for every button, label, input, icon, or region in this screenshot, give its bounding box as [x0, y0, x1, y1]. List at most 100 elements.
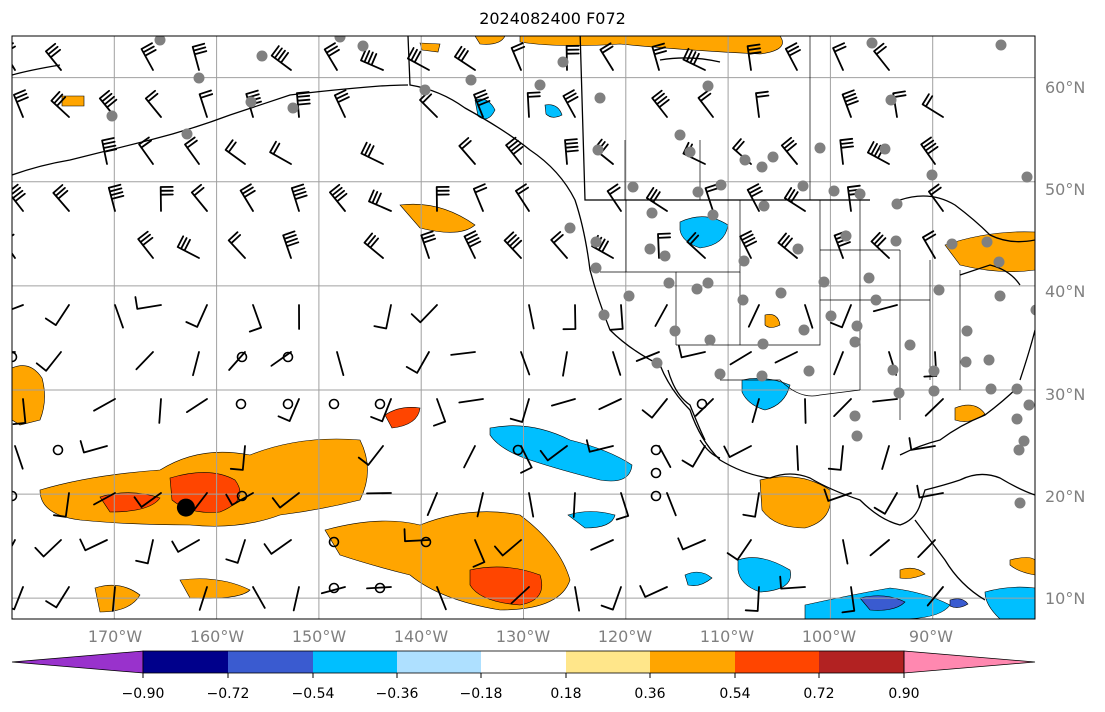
- station-dot: [1023, 399, 1035, 411]
- wind-barb: [79, 440, 108, 454]
- wind-barb: [744, 586, 760, 612]
- station-markers: [106, 36, 1035, 509]
- wind-barb: [12, 304, 24, 311]
- station-dot: [357, 40, 369, 52]
- wind-barb: [729, 351, 752, 366]
- calm-circle: [650, 467, 662, 479]
- wind-barb: [599, 42, 614, 71]
- wind-barb: [823, 488, 852, 502]
- wind-barb: [562, 304, 577, 331]
- wind-barb: [510, 586, 530, 605]
- station-dot: [1014, 497, 1026, 509]
- wind-barb: [292, 586, 300, 612]
- wind-barb: [198, 586, 208, 611]
- wind-barb: [682, 47, 706, 71]
- wind-barb: [410, 304, 438, 324]
- wind-barb: [140, 42, 157, 71]
- colorbar: [11, 650, 1036, 678]
- wind-barb: [873, 42, 890, 71]
- wind-barb: [832, 42, 847, 71]
- station-dot: [154, 36, 166, 46]
- calm-circle: [420, 536, 432, 548]
- storm-center-marker: [176, 498, 195, 517]
- wind-barb: [473, 89, 491, 118]
- wind-barb: [133, 492, 162, 508]
- station-dot: [691, 283, 703, 295]
- wind-barb: [651, 42, 667, 71]
- station-dot: [904, 339, 916, 351]
- wind-barb: [892, 90, 907, 118]
- wind-barb: [329, 183, 348, 212]
- wind-barb: [755, 90, 770, 118]
- station-dot: [594, 92, 606, 104]
- wind-barb: [360, 141, 384, 165]
- wind-barb: [476, 492, 484, 518]
- wind-barb: [357, 445, 384, 466]
- wind-barb: [93, 398, 116, 412]
- wind-barb: [839, 137, 854, 165]
- station-dot: [870, 294, 882, 306]
- wind-barb: [746, 43, 762, 71]
- wind-barb: [779, 575, 806, 590]
- wind-barb: [45, 42, 62, 71]
- cb-tick-label: −0.72: [207, 686, 250, 702]
- station-dot: [828, 185, 840, 197]
- wind-barb: [804, 304, 814, 329]
- wind-barb: [928, 183, 944, 212]
- wind-barb: [751, 398, 760, 423]
- wind-barb: [641, 398, 668, 419]
- wind-barb: [920, 136, 939, 165]
- cb-tick-label: −0.18: [460, 686, 503, 702]
- lon-label-90w: 90°W: [909, 627, 953, 646]
- wind-barb: [225, 539, 246, 564]
- wind-barb: [827, 445, 844, 471]
- wind-barb: [13, 89, 29, 118]
- cb-tick-label: 0.90: [888, 686, 919, 702]
- wind-barb: [239, 183, 256, 212]
- lon-label-130w: 130°W: [496, 627, 551, 646]
- station-dot: [692, 186, 704, 198]
- wind-barb: [191, 42, 208, 71]
- calm-circle: [236, 490, 248, 502]
- wind-barb: [271, 492, 300, 509]
- wind-barb: [426, 492, 438, 516]
- wind-barb: [336, 351, 345, 376]
- wind-barb: [368, 189, 392, 212]
- calm-circle: [696, 398, 708, 410]
- wind-barb: [114, 304, 124, 329]
- station-dot: [797, 180, 809, 192]
- wind-barb: [144, 89, 162, 118]
- station-dot: [419, 84, 431, 96]
- station-dot: [993, 256, 1005, 268]
- station-dot: [885, 94, 897, 106]
- station-dot: [623, 290, 635, 302]
- wind-barb: [784, 42, 801, 71]
- wind-barb: [191, 492, 208, 513]
- wind-barb: [590, 539, 614, 551]
- station-dot: [106, 110, 118, 122]
- station-dot: [814, 142, 826, 154]
- station-dot: [707, 209, 719, 221]
- wind-barb: [225, 492, 254, 506]
- wind-barb: [677, 537, 706, 551]
- wind-barb: [924, 398, 944, 417]
- wind-barb: [190, 183, 208, 212]
- wind-barb: [505, 136, 524, 165]
- wind-barb: [528, 492, 535, 518]
- lat-label-50: 50°N: [1045, 180, 1085, 199]
- wind-barb: [252, 586, 266, 609]
- wind-barb: [12, 183, 26, 212]
- wind-barb: [651, 89, 670, 118]
- station-dot: [985, 383, 997, 395]
- wind-barb: [833, 351, 844, 376]
- cb-tick-label: −0.90: [122, 686, 165, 702]
- calm-circle: [328, 398, 340, 410]
- station-dot: [663, 277, 675, 289]
- wind-barb: [723, 445, 752, 458]
- cb-tick-label: −0.36: [376, 686, 419, 702]
- coastlines: [12, 36, 1035, 601]
- wind-barb: [50, 91, 70, 118]
- lon-label-120w: 120°W: [598, 627, 653, 646]
- wind-barb: [746, 183, 763, 212]
- wind-barb: [598, 398, 622, 411]
